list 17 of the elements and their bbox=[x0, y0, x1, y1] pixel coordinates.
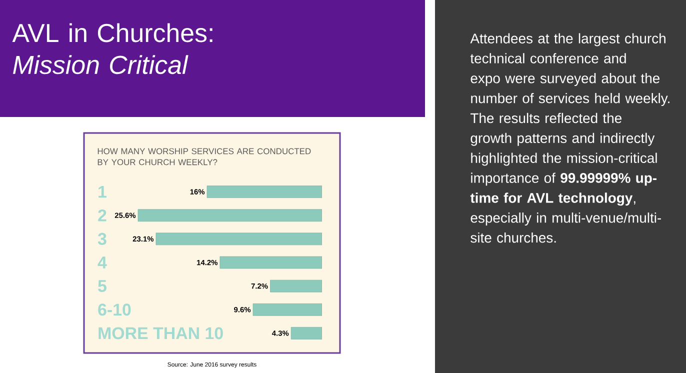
y-tick-label: 3 bbox=[98, 232, 106, 245]
bar bbox=[270, 280, 322, 292]
y-tick-label: MORE THAN 10 bbox=[98, 327, 223, 340]
y-tick-label: 1 bbox=[98, 186, 106, 198]
chart-subtitle: HOW MANY WORSHIP SERVICES ARE CONDUCTED BY YOUR CHURCH WEEKLY? bbox=[98, 148, 311, 166]
y-tick-label: 5 bbox=[98, 280, 106, 292]
bar bbox=[252, 303, 322, 316]
bar bbox=[206, 186, 322, 198]
bar bbox=[220, 256, 322, 269]
y-tick-label: 4 bbox=[98, 256, 107, 268]
text: Attendees at the largest church technical conference and expo were surveyed about the number of services held weekly. The results reflected the growth patterns and indirectly highlighted the mission-critical importance of 99.99999% up-time for AVL technology, especially in multi-venue/multi-site churches. bbox=[470, 33, 670, 243]
y-tick-label: 6-10 bbox=[98, 304, 131, 316]
chart-title: AVL in Churches: Mission Critical bbox=[12, 23, 212, 74]
bar bbox=[156, 232, 322, 246]
y-tick-label: 2 bbox=[98, 209, 106, 222]
bar bbox=[290, 327, 322, 340]
bar bbox=[138, 209, 322, 222]
